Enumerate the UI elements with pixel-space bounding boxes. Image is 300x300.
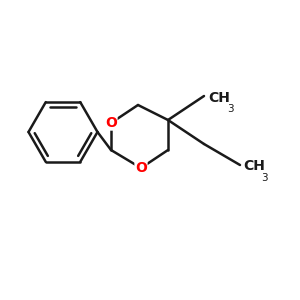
Text: 3: 3: [227, 103, 233, 113]
Text: 3: 3: [262, 173, 268, 183]
Text: O: O: [105, 116, 117, 130]
Text: CH: CH: [208, 91, 230, 104]
Text: O: O: [135, 161, 147, 175]
Text: CH: CH: [243, 160, 265, 173]
